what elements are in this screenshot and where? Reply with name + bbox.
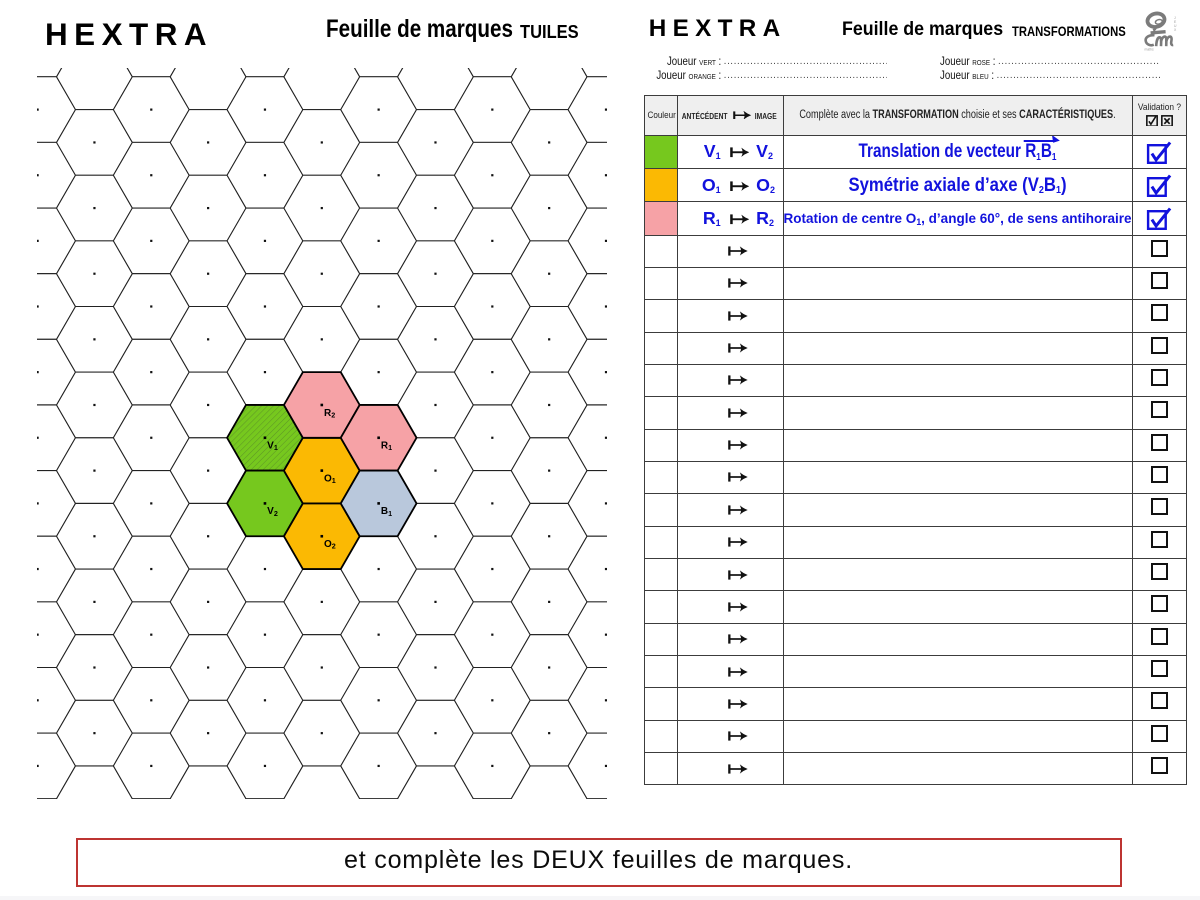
svg-text:V1: V1 [267, 441, 278, 453]
svg-text:R1: R1 [381, 441, 392, 453]
svg-text:maths: maths [1145, 48, 1155, 52]
svg-text:J: J [1174, 16, 1176, 20]
svg-text:O1: O1 [324, 473, 336, 485]
svg-text:B1: B1 [381, 506, 392, 518]
svg-text:O2: O2 [324, 539, 336, 551]
svg-text:V2: V2 [267, 506, 278, 518]
svg-text:R2: R2 [324, 408, 335, 420]
svg-text:E: E [1174, 20, 1177, 24]
svg-text:U: U [1174, 24, 1177, 28]
svg-text:X: X [1174, 28, 1177, 32]
